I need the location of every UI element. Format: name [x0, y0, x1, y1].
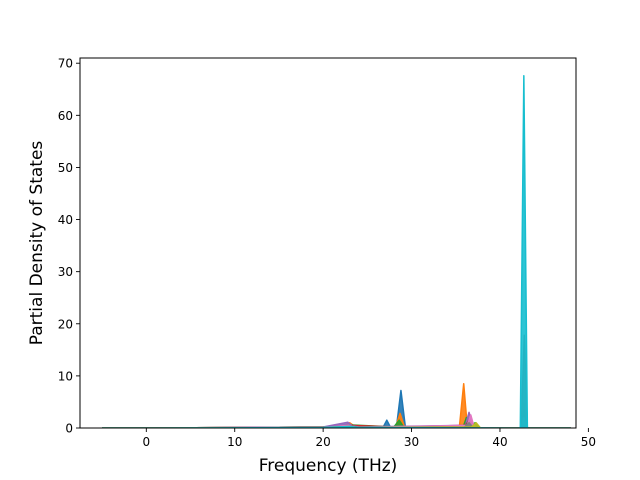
plot-area	[79, 57, 577, 429]
y-tick-label: 10	[58, 369, 73, 383]
x-tick-label: 0	[142, 435, 150, 449]
x-tick-label: 20	[315, 435, 330, 449]
y-tick-label: 30	[58, 265, 73, 279]
y-tick-label: 50	[58, 161, 73, 175]
x-tick-label: 10	[227, 435, 242, 449]
y-axis: 0 10 20 30 40 50 60 70	[58, 57, 80, 436]
series-9-area	[102, 422, 571, 428]
x-axis-title: Frequency (THz)	[259, 456, 398, 476]
plot-frame	[79, 57, 577, 429]
x-tick-label: 30	[404, 435, 419, 449]
x-axis: 0 10 20 30 40 50	[142, 428, 596, 449]
x-tick-label: 50	[581, 435, 596, 449]
y-axis-title: Partial Density of States	[27, 141, 47, 346]
y-tick-label: 0	[65, 422, 73, 436]
y-tick-label: 20	[58, 317, 73, 331]
y-tick-label: 60	[58, 109, 73, 123]
x-tick-label: 40	[492, 435, 507, 449]
y-tick-label: 40	[58, 213, 73, 227]
y-tick-label: 70	[58, 57, 73, 71]
